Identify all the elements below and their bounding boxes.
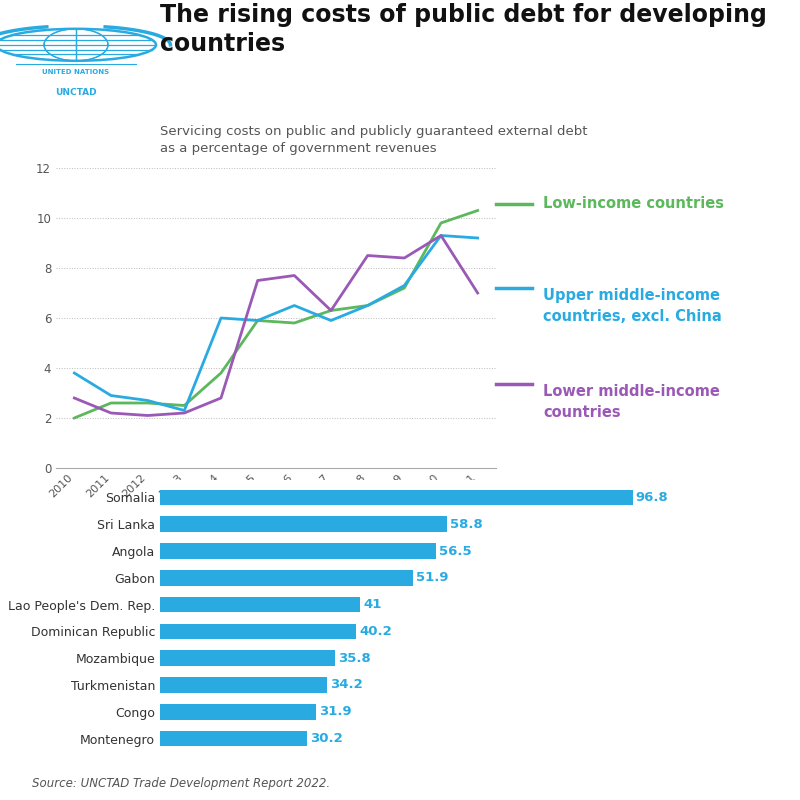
Text: 56.5: 56.5 [438, 545, 471, 558]
Text: UNITED NATIONS: UNITED NATIONS [42, 69, 110, 74]
Text: Source: UNCTAD Trade Development Report 2022.: Source: UNCTAD Trade Development Report … [32, 778, 330, 790]
Bar [160, 678, 327, 693]
Text: The rising costs of public debt for developing
countries: The rising costs of public debt for deve… [160, 3, 767, 56]
Bar [160, 517, 447, 532]
Text: 31.9: 31.9 [318, 706, 351, 718]
Bar [160, 650, 334, 666]
Bar [160, 704, 316, 719]
Bar [160, 597, 360, 612]
Text: UNCTAD: UNCTAD [55, 88, 97, 97]
Text: Lower middle-income
countries: Lower middle-income countries [543, 384, 720, 420]
Bar [160, 731, 307, 746]
Text: 96.8: 96.8 [635, 491, 668, 504]
Text: 30.2: 30.2 [310, 732, 343, 745]
Bar [160, 570, 414, 586]
Text: 51.9: 51.9 [416, 571, 449, 584]
Text: Low-income countries: Low-income countries [543, 197, 724, 211]
Text: 34.2: 34.2 [330, 678, 362, 691]
Text: 40.2: 40.2 [359, 625, 392, 638]
Text: Upper middle-income
countries, excl. China: Upper middle-income countries, excl. Chi… [543, 288, 722, 324]
Text: 41: 41 [363, 598, 382, 611]
Bar [160, 543, 436, 558]
Text: 35.8: 35.8 [338, 652, 370, 665]
Text: 58.8: 58.8 [450, 518, 482, 530]
Text: Servicing costs on public and publicly guaranteed external debt
as a percentage : Servicing costs on public and publicly g… [160, 125, 587, 155]
Bar [160, 624, 356, 639]
Bar [160, 490, 633, 505]
